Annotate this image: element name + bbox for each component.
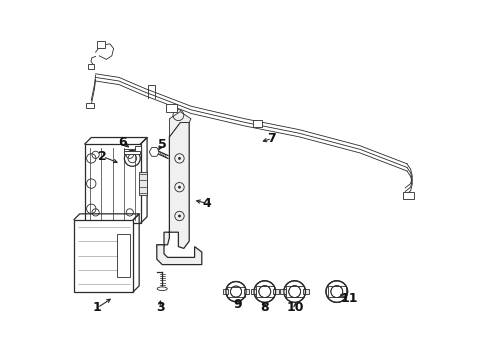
Bar (222, 289, 228, 294)
Polygon shape (124, 146, 141, 153)
Ellipse shape (157, 287, 167, 291)
Polygon shape (157, 245, 202, 265)
Bar (74, 220, 133, 292)
Polygon shape (149, 148, 159, 156)
Circle shape (178, 215, 181, 217)
Text: 11: 11 (341, 292, 358, 305)
Polygon shape (170, 112, 191, 137)
Circle shape (178, 157, 181, 160)
Text: 9: 9 (234, 298, 242, 311)
Bar (273, 289, 279, 294)
Text: 8: 8 (261, 301, 269, 314)
Text: 6: 6 (118, 136, 127, 149)
Bar (139, 172, 147, 195)
Bar (97, 41, 104, 48)
Bar (88, 64, 94, 69)
Text: 1: 1 (93, 301, 102, 314)
Polygon shape (157, 122, 189, 248)
Bar (244, 289, 249, 294)
Bar (250, 289, 256, 294)
Text: 5: 5 (158, 138, 167, 150)
Bar (403, 192, 414, 199)
Text: 7: 7 (268, 132, 276, 145)
Text: 4: 4 (203, 197, 212, 210)
Bar (303, 289, 309, 294)
Bar (227, 287, 245, 297)
Bar (256, 286, 274, 297)
Bar (286, 286, 304, 297)
Bar (124, 151, 140, 154)
Bar (117, 234, 130, 277)
Text: 3: 3 (156, 301, 165, 314)
Bar (166, 104, 176, 112)
Bar (253, 120, 262, 127)
Bar (280, 289, 286, 294)
Text: 10: 10 (287, 301, 304, 314)
Circle shape (178, 186, 181, 189)
Bar (328, 286, 346, 297)
Text: 2: 2 (98, 150, 107, 163)
Bar (85, 144, 141, 223)
Bar (86, 103, 94, 108)
